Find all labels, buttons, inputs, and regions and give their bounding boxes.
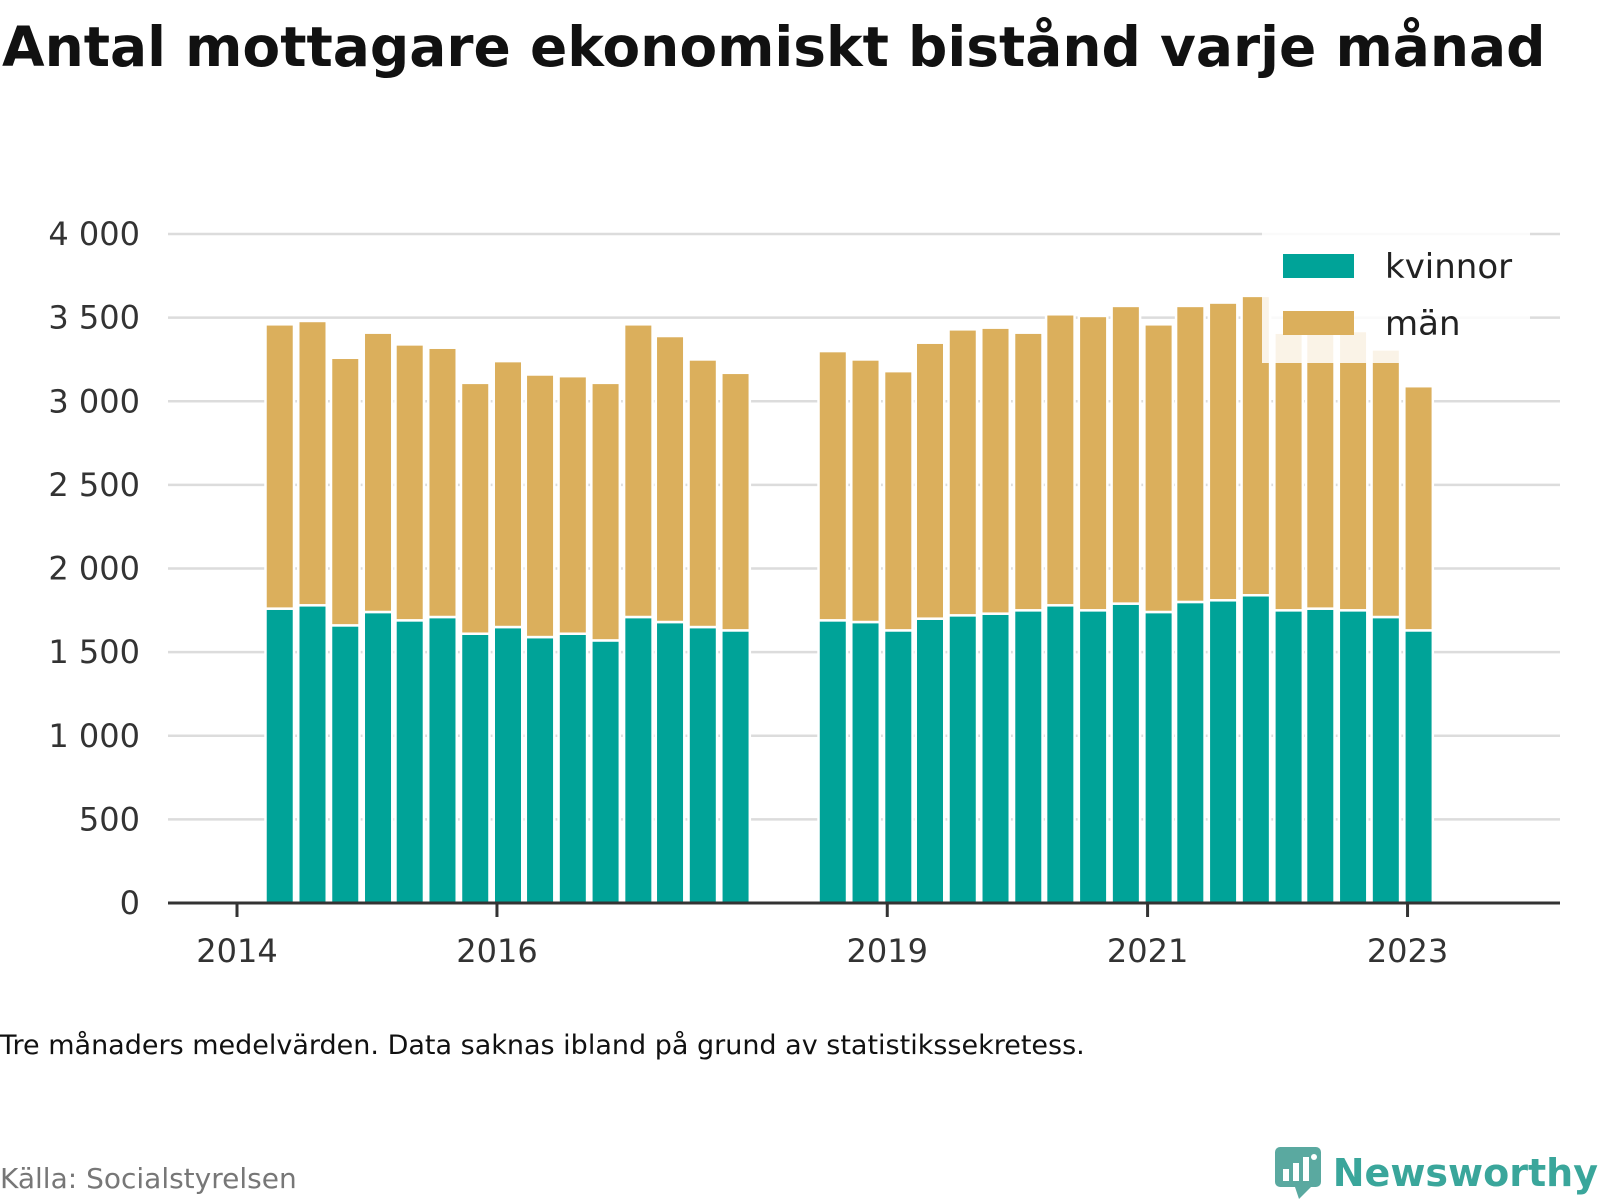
bar-kvinnor xyxy=(426,615,458,905)
bar-kvinnor xyxy=(1240,594,1272,905)
bar-man xyxy=(1077,314,1109,612)
source-text: Källa: Socialstyrelsen xyxy=(0,1162,297,1195)
newsworthy-logo-icon xyxy=(1274,1147,1321,1199)
x-tick-label: 2023 xyxy=(1367,932,1448,970)
chart-note: Tre månaders medelvärden. Data saknas ib… xyxy=(0,1030,1085,1061)
x-tick-label: 2014 xyxy=(196,932,277,970)
bar-man xyxy=(1207,301,1239,602)
bar-kvinnor xyxy=(1044,604,1076,905)
bar-kvinnor xyxy=(1370,615,1402,905)
bar-kvinnor xyxy=(590,639,622,905)
bar-kvinnor xyxy=(1403,629,1435,905)
legend-background xyxy=(1262,229,1530,363)
y-tick-label: 3 500 xyxy=(48,299,140,337)
bar-kvinnor xyxy=(362,610,394,905)
bar-kvinnor xyxy=(980,612,1012,905)
x-tick-label: 2021 xyxy=(1107,932,1188,970)
bar-man xyxy=(622,323,654,619)
bar-kvinnor xyxy=(622,615,654,905)
bar-kvinnor xyxy=(1207,599,1239,905)
bar-kvinnor xyxy=(1143,610,1175,905)
bar-kvinnor xyxy=(687,625,719,905)
bar-kvinnor xyxy=(557,632,589,905)
bar-kvinnor xyxy=(914,617,946,905)
bar-kvinnor xyxy=(524,635,556,905)
bar-kvinnor xyxy=(492,625,524,905)
bar-kvinnor xyxy=(1110,602,1142,905)
bar-man xyxy=(557,374,589,635)
bar-man xyxy=(980,326,1012,615)
bar-kvinnor xyxy=(459,632,491,905)
y-tick-label: 4 000 xyxy=(48,215,140,253)
bar-man xyxy=(394,343,426,622)
y-tick-label: 0 xyxy=(120,884,140,922)
bar-man xyxy=(1012,331,1044,612)
y-tick-label: 500 xyxy=(79,800,140,838)
y-tick-label: 3 000 xyxy=(48,382,140,420)
legend-label-man: män xyxy=(1385,304,1461,344)
legend: kvinnor män xyxy=(1262,229,1530,363)
bar-kvinnor xyxy=(1012,609,1044,905)
chart-title: Antal mottagare ekonomiskt bistånd varje… xyxy=(2,15,1546,79)
x-tick-label: 2016 xyxy=(456,932,537,970)
bar-man xyxy=(426,346,458,619)
bar-man xyxy=(524,373,556,639)
bar-man xyxy=(1403,384,1435,632)
bar-kvinnor xyxy=(394,619,426,905)
bar-man xyxy=(882,369,914,632)
y-tick-label: 1 500 xyxy=(48,633,140,671)
y-tick-label: 2 000 xyxy=(48,550,140,588)
legend-label-kvinnor: kvinnor xyxy=(1385,247,1512,287)
bar-man xyxy=(817,349,849,622)
bar-man xyxy=(1370,348,1402,619)
bar-kvinnor xyxy=(947,614,979,905)
bar-kvinnor xyxy=(1174,600,1206,905)
legend-swatch-kvinnor xyxy=(1283,254,1354,278)
legend-swatch-man xyxy=(1283,311,1354,335)
bar-man xyxy=(362,331,394,614)
bar-man xyxy=(1174,304,1206,604)
bar-kvinnor xyxy=(1273,609,1305,905)
bar-kvinnor xyxy=(817,619,849,905)
bar-man xyxy=(947,328,979,617)
bar-kvinnor xyxy=(1337,609,1369,905)
bar-kvinnor xyxy=(264,607,296,905)
bar-man xyxy=(590,381,622,642)
bar-man xyxy=(1110,304,1142,605)
bar-kvinnor xyxy=(720,629,752,905)
y-tick-label: 2 500 xyxy=(48,466,140,504)
bar-kvinnor xyxy=(1304,607,1336,905)
bar-man xyxy=(687,358,719,629)
bar-man xyxy=(329,356,361,627)
bar-man xyxy=(914,341,946,620)
bars xyxy=(264,294,1435,905)
bar-man xyxy=(850,358,882,624)
bar-kvinnor xyxy=(850,620,882,905)
bar-man xyxy=(1337,329,1369,612)
brand-name: Newsworthy xyxy=(1332,1151,1598,1195)
bar-man xyxy=(720,371,752,632)
stacked-bar-chart: 0 500 1 000 1 500 2 000 2 500 3 000 3 500 4 000 2… xyxy=(48,215,1560,970)
bar-kvinnor xyxy=(882,629,914,905)
bar-man xyxy=(1304,331,1336,610)
bar-man xyxy=(459,381,491,635)
bar-man xyxy=(1143,323,1175,614)
bar-man xyxy=(654,334,686,624)
bar-man xyxy=(1044,313,1076,607)
bar-kvinnor xyxy=(329,624,361,905)
bar-man xyxy=(1273,331,1305,612)
y-tick-label: 1 000 xyxy=(48,717,140,755)
bar-kvinnor xyxy=(1077,609,1109,905)
brand-logo: Newsworthy xyxy=(1273,1145,1598,1201)
bar-man xyxy=(264,323,296,610)
axes: 0 500 1 000 1 500 2 000 2 500 3 000 3 500 4 000 2… xyxy=(48,215,1560,970)
bar-kvinnor xyxy=(654,620,686,905)
bar-man xyxy=(492,359,524,629)
x-tick-label: 2019 xyxy=(847,932,928,970)
bar-kvinnor xyxy=(296,604,328,905)
bar-man xyxy=(296,319,328,607)
